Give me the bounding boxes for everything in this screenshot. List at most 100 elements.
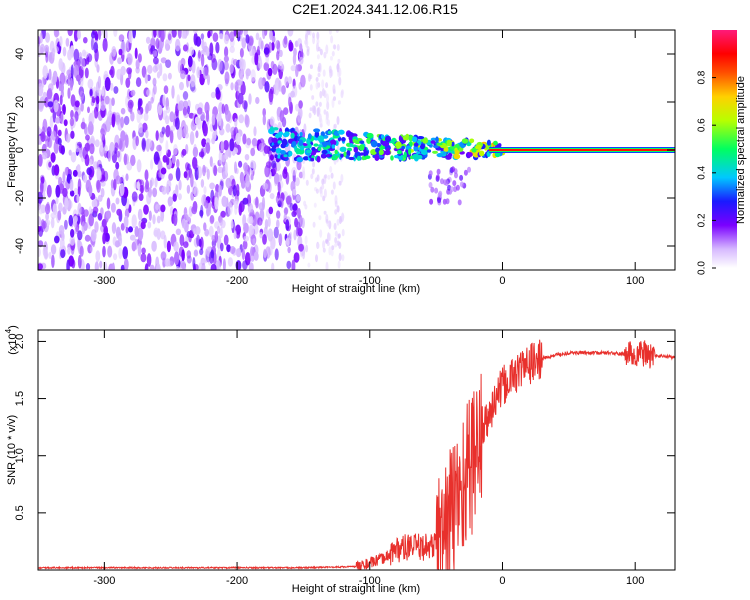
spectrogram-speckle (329, 68, 333, 79)
spectrogram-speckle (186, 250, 192, 259)
spectrogram-signal-blob (461, 138, 469, 144)
spectrogram-speckle (76, 30, 81, 40)
spectrogram-speckle (209, 42, 214, 57)
spectrogram-speckle (267, 181, 272, 194)
spectrogram-signal-blob (436, 142, 443, 146)
spectrogram-speckle (254, 52, 259, 66)
spectrogram-speckle (319, 48, 323, 56)
spectrogram-speckle (276, 210, 281, 219)
spectrogram-speckle (181, 148, 187, 156)
spectrogram-signal-blob (281, 138, 288, 146)
spectrogram-speckle (296, 221, 301, 233)
spectrogram-speckle (67, 87, 71, 99)
spectrogram-speckle (302, 249, 306, 260)
spectrogram-signal-blob (317, 135, 324, 143)
spectrogram-speckle (62, 104, 66, 115)
spectrogram-speckle (154, 177, 158, 188)
spectrogram-signal-blob (296, 156, 304, 163)
spectrogram-speckle (336, 218, 340, 226)
spectrogram-speckle (153, 84, 157, 95)
spectrogram-speckle (188, 233, 192, 243)
spectrogram-speckle (226, 244, 231, 253)
spectrogram-speckle (333, 222, 337, 231)
spectrogram-speckle (213, 165, 218, 177)
spectrogram-speckle (264, 164, 271, 178)
spectrogram-speckle (156, 144, 162, 152)
spectrogram-signal-blob (338, 129, 345, 135)
spectrogram-speckle (203, 222, 207, 232)
spectrogram-speckle (118, 247, 123, 260)
spectrogram-signal-blob (457, 199, 462, 206)
spectrogram-speckle (119, 138, 125, 152)
spectrogram-speckle (79, 245, 84, 257)
spectrogram-speckle (311, 105, 315, 114)
spectrogram-speckle (200, 179, 205, 188)
spectrogram-speckle (106, 116, 111, 128)
spectrogram-speckle (38, 263, 43, 270)
spectrogram-speckle (57, 137, 62, 145)
spectrogram-signal-blob (310, 157, 315, 162)
spectrogram-speckle (199, 248, 204, 256)
spectrogram-speckle (144, 169, 149, 181)
spectrogram-speckle (97, 75, 102, 89)
spectrogram-speckle (194, 226, 201, 236)
spectrogram-speckle (88, 213, 94, 227)
spectrogram-signal-blob (437, 197, 442, 204)
spectrogram-speckle (178, 246, 185, 257)
spectrogram-speckle (169, 111, 175, 123)
spectrogram-speckle (152, 77, 157, 87)
spectrogram-signal-blob (332, 153, 336, 159)
spectrogram-speckle (165, 106, 171, 114)
spectrogram-speckle (229, 45, 235, 54)
spectrogram-speckle (332, 181, 336, 190)
spectrogram-speckle (278, 233, 283, 246)
spectrogram-signal-blob (311, 147, 316, 151)
spectrogram-signal-blob (288, 150, 293, 157)
spectrogram-speckle (338, 76, 342, 86)
spectrogram-signal-blob (463, 169, 468, 176)
spectrogram-speckle (89, 89, 93, 97)
spectrogram-speckle (239, 72, 244, 86)
spectrogram-speckle (230, 219, 234, 229)
spectrogram-speckle (232, 58, 238, 66)
spectrogram-x-axis-label: Height of straight line (km) (292, 283, 420, 295)
spectrogram-speckle (77, 230, 83, 241)
spectrogram-speckle (233, 230, 237, 240)
spectrogram-speckle (57, 210, 62, 221)
spectrogram-signal-blob (403, 151, 407, 159)
spectrogram-speckle (146, 253, 152, 267)
spectrogram-signal-blob (449, 146, 456, 150)
spectrogram-speckle (97, 30, 102, 40)
spectrogram-speckle (212, 131, 217, 142)
spectrogram-speckle (100, 187, 105, 198)
spectrogram-speckle (119, 183, 125, 196)
x-tick-label: 0 (499, 575, 505, 587)
spectrogram-signal-blob (307, 133, 312, 140)
spectrogram-speckle (251, 138, 258, 147)
spectrogram-speckle (123, 153, 128, 166)
spectrogram-speckle (38, 226, 42, 232)
x-tick-label: -200 (226, 275, 248, 287)
spectrogram-speckle (187, 74, 191, 82)
spectrogram-signal-blob (459, 181, 464, 188)
spectrogram-speckle (175, 38, 181, 52)
spectrogram-speckle (130, 89, 136, 97)
snr-x-axis-label: Height of straight line (km) (292, 583, 420, 595)
spectrogram-speckle (269, 30, 273, 41)
spectrogram-speckle (160, 251, 167, 261)
spectrogram-speckle (123, 215, 129, 229)
spectrogram-speckle (146, 192, 152, 205)
spectrogram-signal-blob (398, 135, 402, 142)
spectrogram-speckle (227, 257, 233, 267)
spectrogram-speckle (258, 143, 264, 153)
spectrogram-speckle (141, 247, 146, 255)
snr-multiplier-base: (x10 (7, 333, 19, 354)
spectrogram-speckle (214, 230, 218, 243)
spectrogram-speckle (274, 172, 280, 185)
spectrogram-speckle (175, 167, 181, 182)
spectrogram-speckle (273, 226, 279, 239)
spectrogram-signal-blob (269, 154, 274, 161)
spectrogram-speckle (80, 102, 84, 112)
spectrogram-speckle (211, 113, 216, 126)
spectrogram-speckle (271, 160, 277, 169)
